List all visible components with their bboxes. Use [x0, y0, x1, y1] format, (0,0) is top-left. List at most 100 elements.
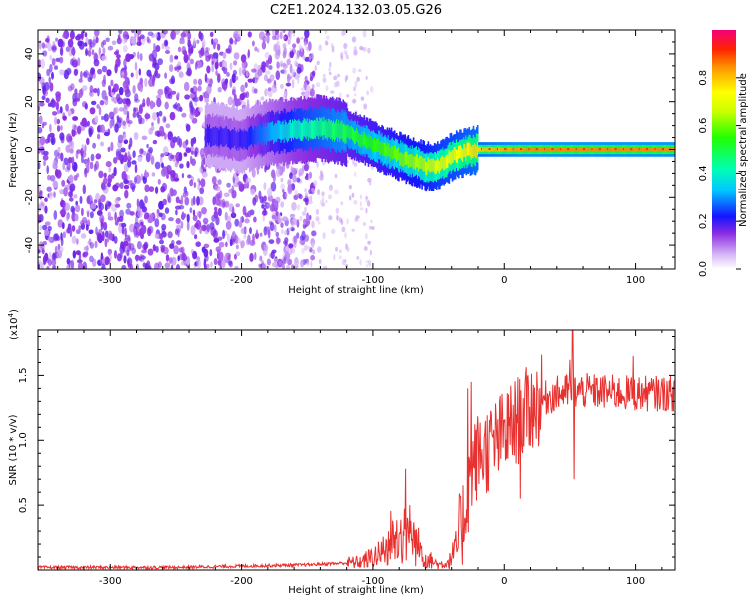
snr-panel: -300 -200 -100 0 100 0.5 1.0 1.5 Height of str…: [7, 309, 676, 596]
spectrogram-ridge-cell: [545, 147, 547, 152]
spectrogram-ridge-cell: [331, 122, 334, 141]
spectrogram-ridge-cell: [243, 128, 246, 147]
spectrogram-cell: [53, 233, 60, 241]
spectrogram-ridge-cell: [664, 147, 666, 152]
spectrogram-cell: [296, 204, 301, 211]
spectrogram-cell: [216, 43, 221, 51]
spectrogram-ridge-cell: [590, 147, 592, 152]
spectrogram-ridge-cell: [547, 147, 549, 152]
spectrogram-cell: [142, 262, 146, 268]
spectrogram-ridge-cell: [469, 143, 472, 157]
spectrogram-cell: [287, 75, 292, 80]
spectrogram-cell: [42, 154, 49, 161]
spectrogram-cell: [295, 56, 300, 60]
spectrogram-cell: [115, 203, 121, 208]
spectrogram-cell: [41, 95, 46, 100]
spectrogram-cell: [190, 225, 196, 236]
spectrogram-ridge-cell: [445, 155, 447, 169]
spectrogram-cell: [271, 262, 278, 268]
spectrogram-cell: [105, 37, 110, 43]
spectrogram-ridge-cell: [636, 147, 639, 152]
spectrogram-cell: [318, 44, 322, 48]
spectrogram-cell: [308, 215, 312, 220]
spectrogram-cell: [194, 234, 198, 240]
spectrogram-cell: [87, 50, 92, 57]
spectrogram-cell: [132, 112, 137, 118]
spectrogram-cell: [316, 161, 319, 168]
spectrogram-ridge-cell: [212, 127, 214, 146]
spectrogram-cell: [76, 238, 79, 245]
spectrogram-cell: [172, 104, 177, 109]
spectrogram-ridge-cell: [651, 147, 653, 152]
spectrogram-cell: [300, 259, 304, 264]
spectrogram-cell: [195, 241, 201, 247]
spectrogram-cell: [201, 207, 207, 215]
spectrogram-cell: [39, 101, 45, 107]
spectrogram-cell: [180, 195, 184, 205]
spectrogram-ridge-cell: [423, 158, 425, 172]
spectrogram-ridge-cell: [451, 150, 454, 164]
spectrogram-cell: [300, 45, 303, 53]
spectrogram-ridge-cell: [529, 147, 532, 152]
spectrogram-cell: [112, 184, 119, 192]
spectrogram-cell: [132, 150, 136, 158]
spectrogram-cell: [160, 186, 166, 193]
spectrogram-ridge-cell: [376, 138, 378, 152]
spectrogram-cell: [121, 225, 125, 235]
spectrogram-ridge-cell: [374, 137, 376, 151]
spectrogram-cell: [201, 171, 208, 178]
spectrogram-cell: [157, 261, 162, 269]
spectrogram-cell: [338, 255, 342, 260]
spectrogram-cell: [340, 52, 344, 59]
colorbar-tick-label: 0.0: [698, 261, 709, 277]
spectrogram-cell: [111, 40, 117, 46]
spectrogram-cell: [59, 69, 65, 76]
spectrogram-cell: [240, 54, 247, 63]
spectrogram-cell: [161, 223, 167, 231]
spectrogram-cell: [189, 58, 194, 65]
spectrogram-cell: [155, 94, 162, 100]
spectrogram-cell: [310, 188, 316, 193]
spectrogram-cell: [170, 264, 174, 269]
spectrogram-cell: [335, 246, 338, 252]
spectrogram-ridge-cell: [306, 118, 309, 137]
spectrogram-cell: [165, 40, 168, 46]
spectrogram-cell: [126, 101, 131, 107]
spectrogram-ridge-cell: [318, 120, 320, 140]
spectrogram-cell: [336, 214, 339, 221]
spectrogram-ridge-cell: [620, 147, 623, 152]
spectrogram-cell: [97, 125, 101, 133]
spectrogram-cell: [320, 170, 323, 175]
spectrogram-ridge-cell: [619, 147, 622, 152]
y-tick-label: 0.5: [18, 497, 29, 513]
spectrogram-ridge-cell: [300, 122, 302, 141]
spectrogram-ridge-cell: [587, 147, 589, 152]
spectrogram-cell: [53, 191, 56, 198]
spectrogram-cell: [177, 227, 180, 238]
spectrogram-ridge-cell: [334, 123, 336, 142]
spectrogram-cell: [232, 89, 236, 96]
spectrogram-ridge-cell: [442, 155, 444, 169]
spectrogram-cell: [282, 163, 285, 173]
spectrogram-cell: [215, 216, 220, 226]
spectrogram-cell: [134, 254, 140, 261]
spectrogram-ridge-cell: [328, 118, 331, 138]
spectrogram-cell: [169, 243, 175, 250]
spectrogram-cell: [81, 207, 84, 217]
spectrogram-ridge-cell: [271, 122, 273, 141]
spectrogram-cell: [335, 207, 340, 214]
spectrogram-cell: [199, 228, 202, 234]
spectrogram-ridge-cell: [279, 120, 281, 140]
spectrogram-ridge-cell: [301, 122, 304, 142]
spectrogram-cell: [266, 78, 272, 84]
spectrogram-cell: [140, 173, 144, 181]
spectrogram-ridge-cell: [404, 151, 406, 165]
spectrogram-cell: [212, 196, 216, 206]
spectrogram-cell: [40, 243, 45, 251]
spectrogram-ridge-cell: [466, 142, 468, 156]
spectrogram-cell: [170, 30, 176, 40]
spectrogram-ridge-cell: [448, 149, 451, 163]
spectrogram-cell: [284, 69, 288, 75]
spectrogram-ridge-cell: [238, 131, 240, 151]
spectrogram-ridge-cell: [274, 124, 276, 143]
